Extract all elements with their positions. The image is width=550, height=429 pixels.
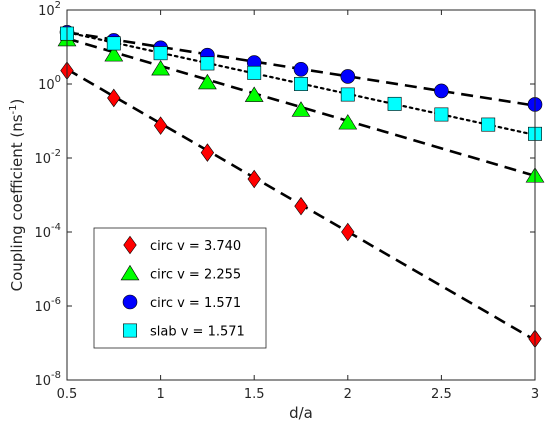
y-tick-label: 102 (38, 0, 61, 19)
legend-marker-series-2 (122, 294, 138, 310)
data-point-series-3 (481, 117, 496, 132)
legend-label-series-3: slab v = 1.571 (150, 325, 245, 340)
legend-marker-series-1 (120, 264, 140, 281)
x-tick-label: 2.5 (431, 387, 452, 402)
ticks (66, 9, 536, 381)
data-point-series-0 (341, 222, 355, 242)
data-point-series-1 (198, 73, 217, 90)
data-point-series-0 (107, 88, 121, 108)
data-point-series-2 (293, 61, 309, 77)
data-point-series-3 (387, 96, 402, 111)
data-point-series-1 (151, 60, 170, 76)
data-point-series-1 (291, 101, 311, 117)
data-point-series-3 (434, 107, 449, 122)
data-point-series-1 (338, 114, 358, 130)
fit-line-series-1 (66, 37, 536, 178)
y-tick-label: 10-2 (34, 148, 61, 167)
y-axis-label-sup: -1 (8, 104, 19, 114)
x-tick-label: 1 (156, 387, 164, 402)
legend-marker-series-0 (123, 235, 137, 255)
data-point-series-3 (294, 77, 308, 91)
data-point-series-0 (200, 143, 215, 162)
y-axis-label-end: ) (8, 99, 26, 105)
x-tick-label: 2 (344, 387, 352, 402)
legend-box (93, 227, 267, 349)
legend-marker-series-3 (123, 323, 137, 338)
axes-box (66, 9, 536, 381)
data-point-series-1 (104, 46, 124, 62)
x-tick-label: 1.5 (244, 387, 265, 402)
y-tick-label: 10-4 (34, 222, 61, 241)
legend: circ v = 3.740 circ v = 2.255 circ v = 1.5… (93, 227, 267, 349)
legend-label-series-1: circ v = 2.255 (150, 268, 241, 283)
x-tick-label: 0.5 (57, 387, 78, 402)
data-point-series-0 (294, 196, 308, 216)
data-point-series-2 (434, 83, 449, 99)
data-markers (57, 24, 545, 349)
data-point-series-3 (153, 46, 168, 61)
data-point-series-1 (244, 86, 264, 102)
y-axis-label: Coupling coefficient (ns-1) (8, 99, 26, 292)
data-point-series-0 (247, 169, 261, 189)
y-tick-label: 10-6 (34, 296, 61, 315)
y-axis-label-main: Coupling coefficient (ns (8, 114, 26, 291)
data-point-series-0 (153, 116, 168, 135)
data-point-series-3 (200, 56, 215, 71)
data-point-series-3 (247, 65, 262, 80)
tick-labels: 0.5 1 1.5 2 2.5 3 102 100 10-2 10-4 10-6 10-8 (34, 0, 539, 402)
y-tick-label: 10-8 (34, 370, 61, 389)
data-point-series-3 (106, 36, 121, 51)
data-point-series-2 (340, 69, 356, 84)
data-point-series-3 (340, 87, 355, 102)
legend-label-series-0: circ v = 3.740 (150, 239, 241, 254)
y-tick-label: 100 (38, 74, 61, 93)
x-axis-label: d/a (289, 404, 313, 422)
x-tick-label: 3 (531, 387, 539, 402)
legend-label-series-2: circ v = 1.571 (150, 296, 241, 311)
